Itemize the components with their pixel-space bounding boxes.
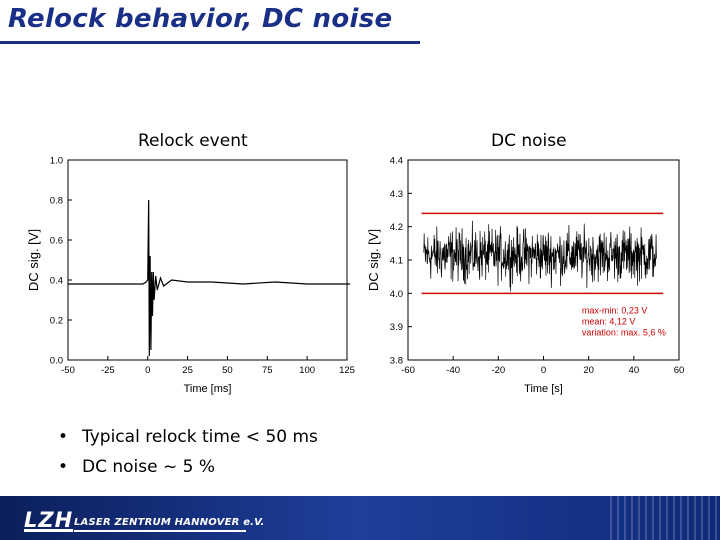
x-tick-label: 100 <box>299 365 315 376</box>
title-underline <box>0 41 420 44</box>
plot-frame <box>67 159 348 361</box>
x-tick-label: 50 <box>222 365 233 376</box>
y-tick-label: 4.3 <box>390 189 403 200</box>
x-tick-label: 0 <box>145 365 150 376</box>
logo-underline <box>74 530 246 532</box>
footer-stripes <box>610 496 720 540</box>
noise-annotation: max-min: 0,23 V <box>582 305 648 315</box>
x-tick-label: 25 <box>182 365 193 376</box>
y-tick-label: 1.0 <box>50 156 63 167</box>
x-tick-label: 40 <box>629 365 640 376</box>
x-tick-label: 125 <box>339 365 355 376</box>
y-tick-label: 0.2 <box>50 316 63 327</box>
x-tick-label: 20 <box>583 365 594 376</box>
lzh-logo-text: LASER ZENTRUM HANNOVER e.V. <box>74 517 265 528</box>
dc-noise-chart: -60 -40 -20 0 20 40 60 3.8 3.9 4.0 4.1 4.2 4.3 4.4 Tim… <box>366 156 685 396</box>
y-tick-label: 3.8 <box>390 356 403 367</box>
x-axis-label: Time [ms] <box>184 383 232 395</box>
x-tick-label: -40 <box>446 365 460 376</box>
x-axis-label: Time [s] <box>524 383 563 395</box>
y-axis-label: DC sig. [V] <box>366 229 381 291</box>
footer-bar: LZH LASER ZENTRUM HANNOVER e.V. <box>0 496 720 540</box>
x-tick-label: -20 <box>491 365 505 376</box>
y-tick-label: 3.9 <box>390 322 403 333</box>
y-tick-label: 0.4 <box>50 276 63 287</box>
y-tick-label: 4.1 <box>390 256 403 267</box>
y-axis-label: DC sig. [V] <box>26 229 41 291</box>
x-tick-label: -50 <box>61 365 75 376</box>
bullet-item: Typical relock time < 50 ms <box>58 422 318 452</box>
noise-annotation: variation: max. 5,6 % <box>582 327 666 337</box>
x-tick-label: 60 <box>674 365 685 376</box>
y-tick-label: 0.6 <box>50 236 63 247</box>
x-tick-label: 0 <box>541 365 546 376</box>
lzh-logo: LZH <box>24 508 74 532</box>
dc-noise-signal-line <box>423 220 657 292</box>
relock-signal-line <box>68 199 351 357</box>
relock-chart-title: Relock event <box>138 131 248 151</box>
noise-annotation: mean: 4,12 V <box>582 316 636 326</box>
y-tick-label: 4.4 <box>390 156 403 167</box>
y-tick-label: 4.0 <box>390 289 403 300</box>
bullet-list: Typical relock time < 50 ms DC noise ~ 5… <box>58 422 318 482</box>
dc-noise-chart-title: DC noise <box>491 131 567 151</box>
x-tick-label: -60 <box>401 365 415 376</box>
x-tick-label: -25 <box>101 365 115 376</box>
relock-event-chart: -50 -25 0 25 50 75 100 125 0.0 0.2 0.4 0.6 0.8 1.0 Tim… <box>26 156 355 396</box>
bullet-item: DC noise ~ 5 % <box>58 452 318 482</box>
y-tick-label: 0.0 <box>50 356 63 367</box>
y-tick-label: 0.8 <box>50 196 63 207</box>
page-title: Relock behavior, DC noise <box>8 4 393 34</box>
x-tick-label: 75 <box>262 365 273 376</box>
y-tick-label: 4.2 <box>390 222 403 233</box>
